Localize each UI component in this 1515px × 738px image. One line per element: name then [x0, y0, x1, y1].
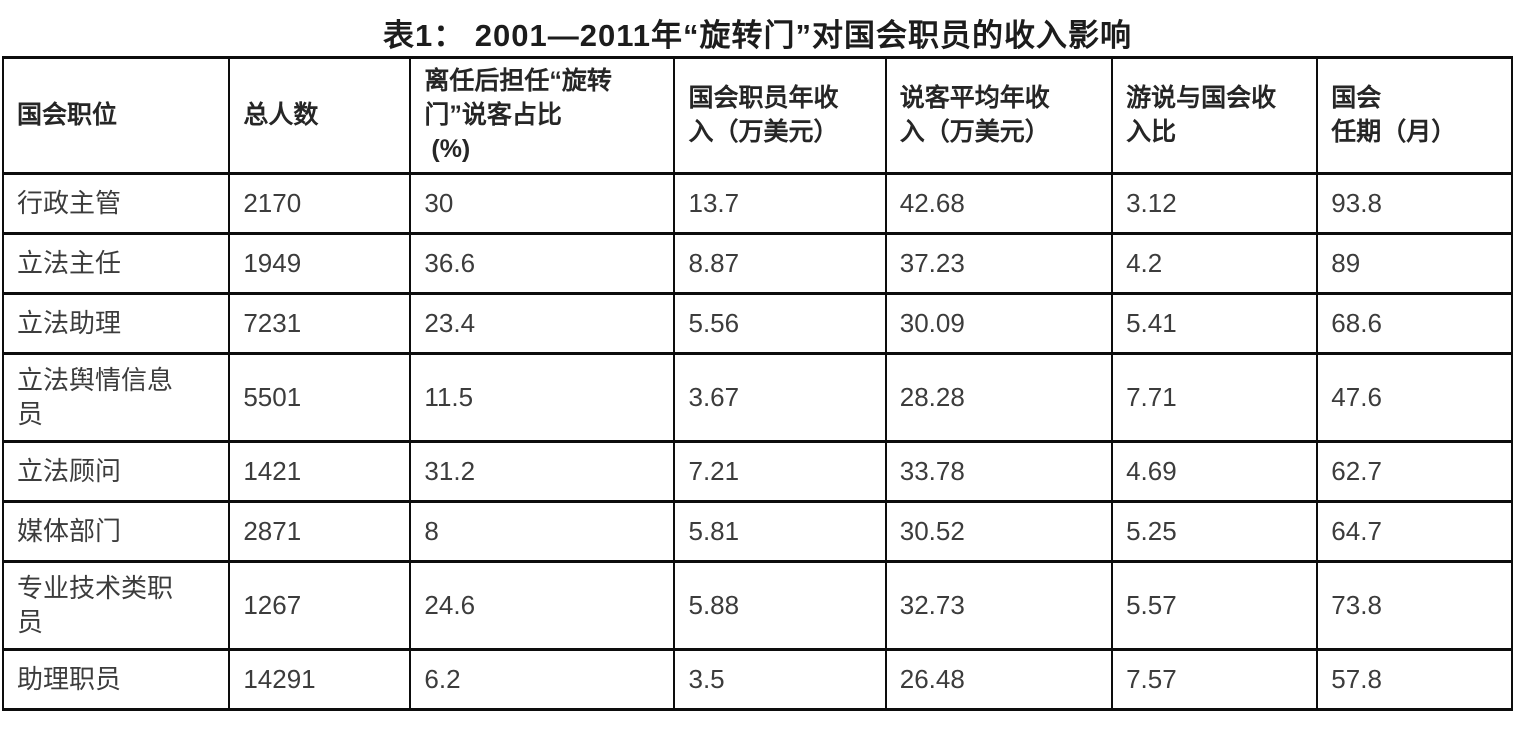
table-cell: 7.57 [1111, 648, 1319, 712]
table-row: 专业技术类职 员 1267 24.6 5.88 32.73 5.57 73.8 [1, 560, 1513, 652]
table-row: 行政主管 2170 30 13.7 42.68 3.12 93.8 [1, 172, 1513, 236]
table-cell: 3.67 [673, 352, 887, 444]
table-cell: 33.78 [884, 440, 1114, 504]
table-cell: 5.56 [673, 292, 887, 356]
table-cell: 32.73 [884, 560, 1114, 652]
header-row: 国会职位 总人数 离任后担任“旋转 门”说客占比 (%) 国会职员年收 入（万美… [1, 55, 1513, 176]
table-cell: 5.81 [673, 500, 887, 564]
table-row: 立法舆情信息 员 5501 11.5 3.67 28.28 7.71 47.6 [1, 352, 1513, 444]
table-cell: 30.52 [884, 500, 1114, 564]
table-cell: 24.6 [409, 560, 676, 652]
table-cell: 7231 [228, 292, 412, 356]
table-cell: 13.7 [673, 172, 887, 236]
table-cell: 专业技术类职 员 [1, 560, 231, 652]
table-cell: 11.5 [409, 352, 676, 444]
table-cell: 26.48 [884, 648, 1114, 712]
table-cell: 1267 [228, 560, 412, 652]
table-cell: 立法顾问 [1, 440, 231, 504]
table-cell: 行政主管 [1, 172, 231, 236]
table-cell: 3.5 [673, 648, 887, 712]
table-cell: 助理职员 [1, 648, 231, 712]
table-cell: 73.8 [1316, 560, 1513, 652]
table-cell: 68.6 [1316, 292, 1513, 356]
table-cell: 5.88 [673, 560, 887, 652]
table-cell: 媒体部门 [1, 500, 231, 564]
table-cell: 57.8 [1316, 648, 1513, 712]
table-cell: 2871 [228, 500, 412, 564]
column-header-lobbyist-income: 说客平均年收 入（万美元） [884, 55, 1114, 176]
income-table: 国会职位 总人数 离任后担任“旋转 门”说客占比 (%) 国会职员年收 入（万美… [1, 55, 1513, 712]
table-cell: 1949 [228, 232, 412, 296]
table-cell: 5.41 [1111, 292, 1319, 356]
table-cell: 8.87 [673, 232, 887, 296]
column-header-lobbyist-pct: 离任后担任“旋转 门”说客占比 (%) [409, 55, 676, 176]
table-row: 助理职员 14291 6.2 3.5 26.48 7.57 57.8 [1, 648, 1513, 712]
table-row: 立法顾问 1421 31.2 7.21 33.78 4.69 62.7 [1, 440, 1513, 504]
table-cell: 立法舆情信息 员 [1, 352, 231, 444]
table-cell: 6.2 [409, 648, 676, 712]
table-cell: 4.69 [1111, 440, 1319, 504]
table-cell: 93.8 [1316, 172, 1513, 236]
table-cell: 7.71 [1111, 352, 1319, 444]
column-header-tenure: 国会 任期（月） [1316, 55, 1513, 176]
table-cell: 31.2 [409, 440, 676, 504]
table-cell: 36.6 [409, 232, 676, 296]
table-cell: 62.7 [1316, 440, 1513, 504]
table-cell: 3.12 [1111, 172, 1319, 236]
table-cell: 89 [1316, 232, 1513, 296]
table-cell: 5.57 [1111, 560, 1319, 652]
table-cell: 4.2 [1111, 232, 1319, 296]
column-header-position: 国会职位 [1, 55, 231, 176]
table-cell: 5.25 [1111, 500, 1319, 564]
table-cell: 42.68 [884, 172, 1114, 236]
table-cell: 28.28 [884, 352, 1114, 444]
table-cell: 8 [409, 500, 676, 564]
column-header-total-count: 总人数 [228, 55, 412, 176]
table-cell: 30.09 [884, 292, 1114, 356]
table-row: 媒体部门 2871 8 5.81 30.52 5.25 64.7 [1, 500, 1513, 564]
table-cell: 立法主任 [1, 232, 231, 296]
column-header-staff-income: 国会职员年收 入（万美元） [673, 55, 887, 176]
table-row: 立法主任 1949 36.6 8.87 37.23 4.2 89 [1, 232, 1513, 296]
table-row: 立法助理 7231 23.4 5.56 30.09 5.41 68.6 [1, 292, 1513, 356]
table-cell: 5501 [228, 352, 412, 444]
table-cell: 37.23 [884, 232, 1114, 296]
table-cell: 64.7 [1316, 500, 1513, 564]
table-cell: 立法助理 [1, 292, 231, 356]
table-title: 表1： 2001—2011年“旋转门”对国会职员的收入影响 [382, 18, 1133, 53]
table-cell: 7.21 [673, 440, 887, 504]
column-header-income-ratio: 游说与国会收 入比 [1111, 55, 1319, 176]
table-cell: 30 [409, 172, 676, 236]
table-cell: 14291 [228, 648, 412, 712]
table-cell: 23.4 [409, 292, 676, 356]
table-cell: 2170 [228, 172, 412, 236]
table-cell: 1421 [228, 440, 412, 504]
table-cell: 47.6 [1316, 352, 1513, 444]
